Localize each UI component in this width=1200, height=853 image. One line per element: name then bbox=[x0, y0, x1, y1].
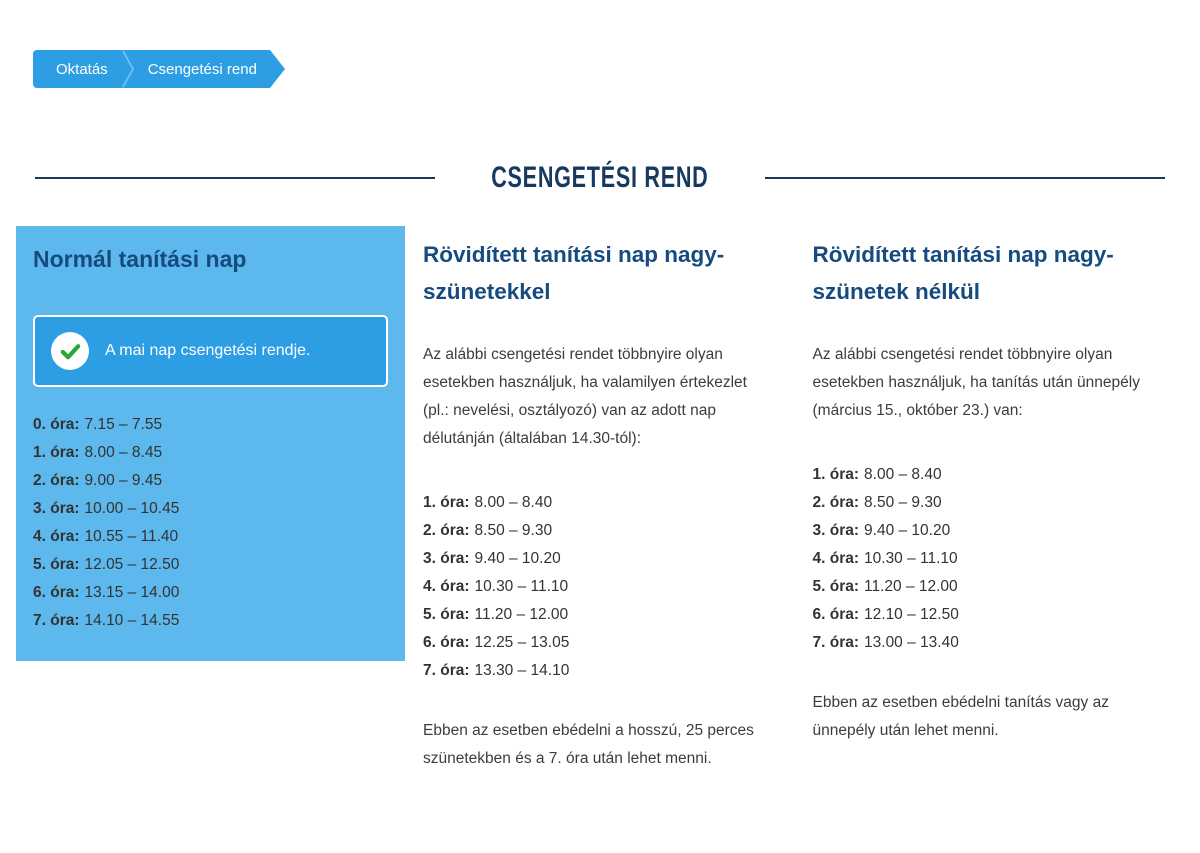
period-label: 5. óra: bbox=[33, 556, 80, 573]
schedule-row: 2. óra: 8.50 – 9.30 bbox=[813, 489, 1185, 517]
short-day-without-breaks-column: Rövidített tanítási nap nagy- szünetek n… bbox=[813, 226, 1185, 745]
title-line-2: szünetekkel bbox=[423, 279, 551, 304]
period-time: 9.00 – 9.45 bbox=[84, 472, 163, 489]
normal-day-panel: Normál tanítási nap A mai nap csengetési… bbox=[16, 226, 405, 661]
title-line-1: Rövidített tanítási nap nagy- bbox=[812, 242, 1114, 267]
today-schedule-label: A mai nap csengetési rendje. bbox=[105, 342, 311, 359]
period-label: 2. óra: bbox=[33, 472, 80, 489]
period-time: 9.40 – 10.20 bbox=[864, 522, 951, 539]
schedule-row: 3. óra: 9.40 – 10.20 bbox=[423, 545, 795, 573]
period-time: 13.15 – 14.00 bbox=[84, 584, 180, 601]
period-time: 7.15 – 7.55 bbox=[84, 416, 163, 433]
period-time: 13.00 – 13.40 bbox=[864, 634, 959, 651]
period-time: 12.10 – 12.50 bbox=[864, 606, 959, 623]
breadcrumb-item-csengetesi-rend[interactable]: Csengetési rend bbox=[147, 60, 257, 78]
period-label: 3. óra: bbox=[812, 522, 860, 539]
period-label: 7. óra: bbox=[423, 662, 470, 679]
today-schedule-badge: A mai nap csengetési rendje. bbox=[33, 315, 388, 387]
period-label: 6. óra: bbox=[423, 634, 470, 651]
short-day-without-breaks-intro: Az alábbi csengetési rendet többnyire ol… bbox=[812, 346, 1140, 419]
period-time: 11.20 – 12.00 bbox=[474, 606, 569, 623]
period-time: 12.05 – 12.50 bbox=[84, 556, 180, 573]
short-day-without-breaks-title: Rövidített tanítási nap nagy- szünetek n… bbox=[813, 236, 1185, 310]
period-time: 8.50 – 9.30 bbox=[864, 494, 942, 511]
title-rule-left bbox=[35, 177, 436, 179]
period-time: 12.25 – 13.05 bbox=[474, 634, 570, 651]
period-label: 1. óra: bbox=[812, 466, 860, 483]
period-label: 1. óra: bbox=[423, 494, 470, 511]
period-label: 6. óra: bbox=[812, 606, 860, 623]
schedule-row: 4. óra: 10.30 – 11.10 bbox=[813, 545, 1185, 573]
period-time: 10.30 – 11.10 bbox=[864, 550, 958, 567]
schedule-row: 7. óra: 13.00 – 13.40 bbox=[813, 629, 1185, 657]
schedule-columns: Normál tanítási nap A mai nap csengetési… bbox=[16, 226, 1184, 773]
short-day-with-breaks-column: Rövidített tanítási nap nagy- szünetekke… bbox=[423, 226, 795, 773]
schedule-row: 2. óra: 8.50 – 9.30 bbox=[423, 517, 795, 545]
period-label: 2. óra: bbox=[812, 494, 860, 511]
period-label: 5. óra: bbox=[423, 606, 470, 623]
period-label: 5. óra: bbox=[812, 578, 860, 595]
page-title: CSENGETÉSI REND bbox=[491, 161, 709, 194]
period-label: 6. óra: bbox=[33, 584, 80, 601]
period-time: 8.50 – 9.30 bbox=[474, 522, 553, 539]
period-time: 13.30 – 14.10 bbox=[474, 662, 570, 679]
schedule-row: 7. óra: 13.30 – 14.10 bbox=[423, 657, 795, 685]
period-time: 9.40 – 10.20 bbox=[474, 550, 561, 567]
period-time: 10.00 – 10.45 bbox=[84, 500, 180, 517]
schedule-row: 2. óra: 9.00 – 9.45 bbox=[33, 467, 388, 495]
schedule-row: 7. óra: 14.10 – 14.55 bbox=[33, 607, 388, 635]
period-time: 14.10 – 14.55 bbox=[84, 612, 180, 629]
short-day-with-breaks-intro: Az alábbi csengetési rendet többnyire ol… bbox=[423, 346, 747, 447]
breadcrumb-ribbon: Oktatás Csengetési rend bbox=[33, 50, 285, 88]
period-time: 10.55 – 11.40 bbox=[84, 528, 179, 545]
schedule-row: 0. óra: 7.15 – 7.55 bbox=[33, 411, 388, 439]
schedule-row: 3. óra: 10.00 – 10.45 bbox=[33, 495, 388, 523]
period-time: 8.00 – 8.40 bbox=[864, 466, 942, 483]
normal-day-schedule: 0. óra: 7.15 – 7.55 1. óra: 8.00 – 8.45 2.… bbox=[33, 411, 388, 635]
title-rule-right bbox=[764, 177, 1165, 179]
period-label: 2. óra: bbox=[423, 522, 470, 539]
short-day-with-breaks-title: Rövidített tanítási nap nagy- szünetekke… bbox=[423, 236, 795, 310]
schedule-row: 1. óra: 8.00 – 8.40 bbox=[423, 489, 795, 517]
normal-day-title: Normál tanítási nap bbox=[33, 246, 247, 272]
period-label: 4. óra: bbox=[33, 528, 80, 545]
breadcrumb-body: Oktatás Csengetési rend bbox=[33, 50, 270, 88]
page-title-row: CSENGETÉSI REND bbox=[35, 160, 1165, 196]
schedule-row: 6. óra: 13.15 – 14.00 bbox=[33, 579, 388, 607]
schedule-row: 5. óra: 11.20 – 12.00 bbox=[423, 601, 795, 629]
period-label: 4. óra: bbox=[423, 578, 470, 595]
schedule-row: 4. óra: 10.55 – 11.40 bbox=[33, 523, 388, 551]
period-label: 1. óra: bbox=[33, 444, 80, 461]
check-icon bbox=[51, 332, 89, 370]
chevron-right-icon bbox=[121, 50, 134, 88]
schedule-row: 1. óra: 8.00 – 8.45 bbox=[33, 439, 388, 467]
schedule-row: 1. óra: 8.00 – 8.40 bbox=[813, 461, 1185, 489]
short-day-with-breaks-schedule: 1. óra: 8.00 – 8.40 2. óra: 8.50 – 9.30 3.… bbox=[423, 489, 795, 685]
short-day-without-breaks-schedule: 1. óra: 8.00 – 8.40 2. óra: 8.50 – 9.30 3.… bbox=[813, 461, 1185, 657]
schedule-row: 6. óra: 12.25 – 13.05 bbox=[423, 629, 795, 657]
period-label: 0. óra: bbox=[33, 416, 80, 433]
period-label: 7. óra: bbox=[33, 612, 80, 629]
breadcrumb-arrow-tip bbox=[269, 50, 285, 88]
schedule-row: 6. óra: 12.10 – 12.50 bbox=[813, 601, 1185, 629]
period-time: 10.30 – 11.10 bbox=[474, 578, 569, 595]
breadcrumb: Oktatás Csengetési rend bbox=[33, 50, 1200, 88]
period-time: 8.00 – 8.45 bbox=[84, 444, 163, 461]
period-time: 8.00 – 8.40 bbox=[474, 494, 553, 511]
title-line-2: szünetek nélkül bbox=[812, 279, 981, 304]
short-day-with-breaks-note: Ebben az esetben ebédelni a hosszú, 25 p… bbox=[423, 722, 754, 767]
title-line-1: Rövidített tanítási nap nagy- bbox=[423, 242, 725, 267]
period-time: 11.20 – 12.00 bbox=[864, 578, 958, 595]
period-label: 4. óra: bbox=[812, 550, 860, 567]
schedule-row: 5. óra: 12.05 – 12.50 bbox=[33, 551, 388, 579]
schedule-row: 5. óra: 11.20 – 12.00 bbox=[813, 573, 1185, 601]
schedule-row: 3. óra: 9.40 – 10.20 bbox=[813, 517, 1185, 545]
schedule-row: 4. óra: 10.30 – 11.10 bbox=[423, 573, 795, 601]
period-label: 3. óra: bbox=[33, 500, 80, 517]
breadcrumb-item-oktatas[interactable]: Oktatás bbox=[56, 60, 108, 78]
period-label: 3. óra: bbox=[423, 550, 470, 567]
short-day-without-breaks-note: Ebben az esetben ebédelni tanítás vagy a… bbox=[812, 694, 1109, 739]
period-label: 7. óra: bbox=[812, 634, 860, 651]
